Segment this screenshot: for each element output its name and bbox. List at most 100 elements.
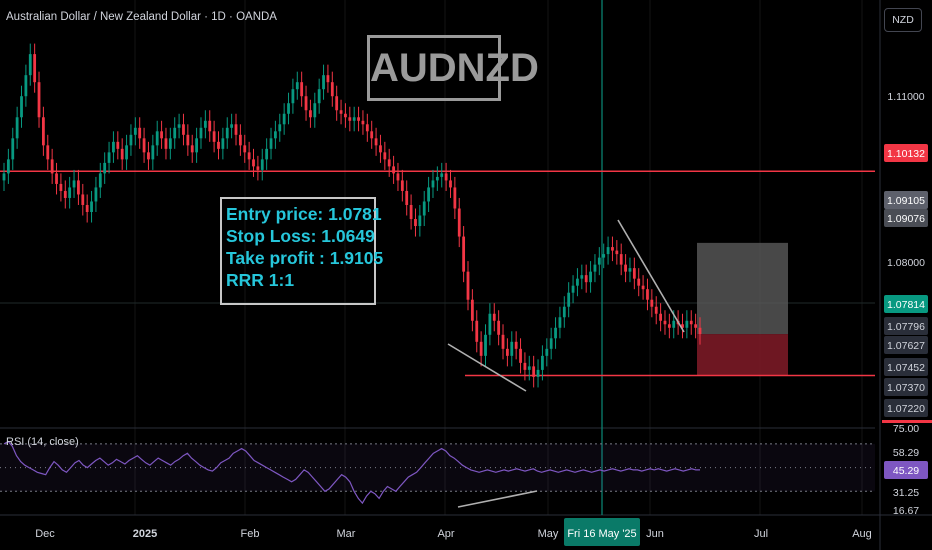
time-tick-label: Mar	[337, 528, 356, 540]
candle-body	[37, 82, 41, 118]
candle-body	[654, 306, 658, 314]
candle-body	[112, 141, 115, 153]
candle-body	[527, 366, 531, 370]
candle-body	[125, 145, 128, 160]
price-tag-bg	[884, 191, 928, 209]
candle-body	[387, 159, 391, 167]
candle-body	[602, 254, 606, 258]
candle-body	[59, 183, 63, 191]
candle-body	[379, 145, 382, 153]
candle-body	[322, 75, 325, 90]
candle-body	[611, 247, 614, 251]
candle-body	[361, 120, 365, 125]
candle-body	[457, 208, 461, 237]
stop-loss-zone	[697, 334, 788, 376]
candle-body	[15, 117, 19, 139]
price-axis: 1.11000 1.10132 1.09105 1.09076 1.08000 1.078…	[882, 91, 932, 517]
candle-body	[265, 148, 269, 160]
time-axis: Dec 2025 Feb Mar Apr May Fri 16 May '25 Jun Jul A…	[35, 518, 872, 546]
candle-body	[624, 264, 627, 272]
candle-body	[295, 82, 299, 90]
candle-body	[510, 341, 514, 356]
candle-body	[672, 320, 676, 328]
candle-body	[234, 124, 238, 135]
candle-body	[348, 117, 352, 121]
candle-body	[615, 250, 619, 255]
candle-body	[606, 247, 610, 255]
candle-body	[641, 285, 645, 290]
candle-body	[383, 152, 387, 160]
candle-body	[309, 110, 312, 118]
time-tick-label: Jun	[646, 528, 664, 540]
candle-body	[659, 313, 663, 321]
candle-body	[129, 134, 133, 146]
candle-body	[142, 138, 146, 153]
candle-body	[33, 54, 37, 83]
candle-body	[46, 145, 50, 160]
candle-body	[488, 313, 492, 335]
price-tick-label: 1.07627	[887, 340, 925, 352]
candle-body	[120, 148, 124, 160]
candle-body	[173, 127, 177, 139]
risk-reward: RRR 1:1	[226, 270, 295, 290]
candle-body	[475, 320, 479, 342]
candle-body	[462, 236, 466, 272]
candle-body	[422, 201, 426, 216]
candle-body	[435, 176, 439, 181]
time-tick-label: Feb	[241, 528, 260, 540]
candle-body	[155, 131, 159, 146]
rsi-divergence-line	[457, 490, 538, 508]
candle-body	[291, 89, 295, 104]
candle-body	[11, 138, 15, 160]
candle-body	[344, 113, 347, 118]
candle-body	[41, 117, 45, 146]
rsi-tick-label: 16.67	[893, 505, 919, 517]
symbol-overlay: AUDNZD	[367, 35, 539, 101]
candle-body	[24, 75, 28, 97]
candle-body	[374, 138, 378, 146]
candle-body	[646, 289, 649, 300]
candle-body	[287, 103, 290, 114]
candle-body	[409, 204, 413, 220]
candle-body	[414, 219, 417, 227]
candle-body	[523, 362, 527, 370]
candle-body	[453, 187, 457, 209]
candle-body	[72, 180, 76, 188]
candle-body	[681, 324, 684, 328]
candle-body	[55, 173, 58, 184]
candle-body	[182, 124, 185, 135]
candle-body	[238, 134, 242, 146]
currency-button[interactable]: NZD	[884, 8, 922, 32]
candle-body	[260, 159, 264, 170]
candle-body	[427, 187, 431, 202]
candle-body	[151, 145, 155, 160]
candle-body	[335, 96, 339, 111]
candle-body	[147, 152, 150, 160]
candle-body	[400, 180, 404, 191]
candle-body	[2, 173, 6, 181]
candle-body	[519, 348, 522, 363]
candle-body	[90, 201, 93, 212]
candle-body	[168, 138, 172, 149]
candle-body	[571, 285, 575, 293]
candle-body	[357, 117, 360, 121]
candle-body	[133, 127, 137, 135]
price-tick-label: 1.07796	[887, 321, 925, 333]
candle-body	[195, 138, 199, 153]
candle-body	[532, 366, 536, 377]
candle-body	[164, 138, 168, 149]
candle-body	[186, 134, 190, 146]
candle-body	[208, 120, 212, 132]
candle-body	[619, 254, 623, 265]
candle-body	[444, 173, 448, 181]
candle-body	[505, 348, 509, 356]
candle-body	[484, 334, 487, 356]
price-tag-bg	[884, 399, 928, 417]
candle-body	[431, 180, 435, 188]
candle-body	[212, 131, 216, 142]
candle-body	[28, 54, 32, 76]
candle-body	[554, 327, 557, 339]
candle-body	[628, 268, 632, 272]
take-profit: Take profit : 1.9105	[226, 248, 384, 268]
